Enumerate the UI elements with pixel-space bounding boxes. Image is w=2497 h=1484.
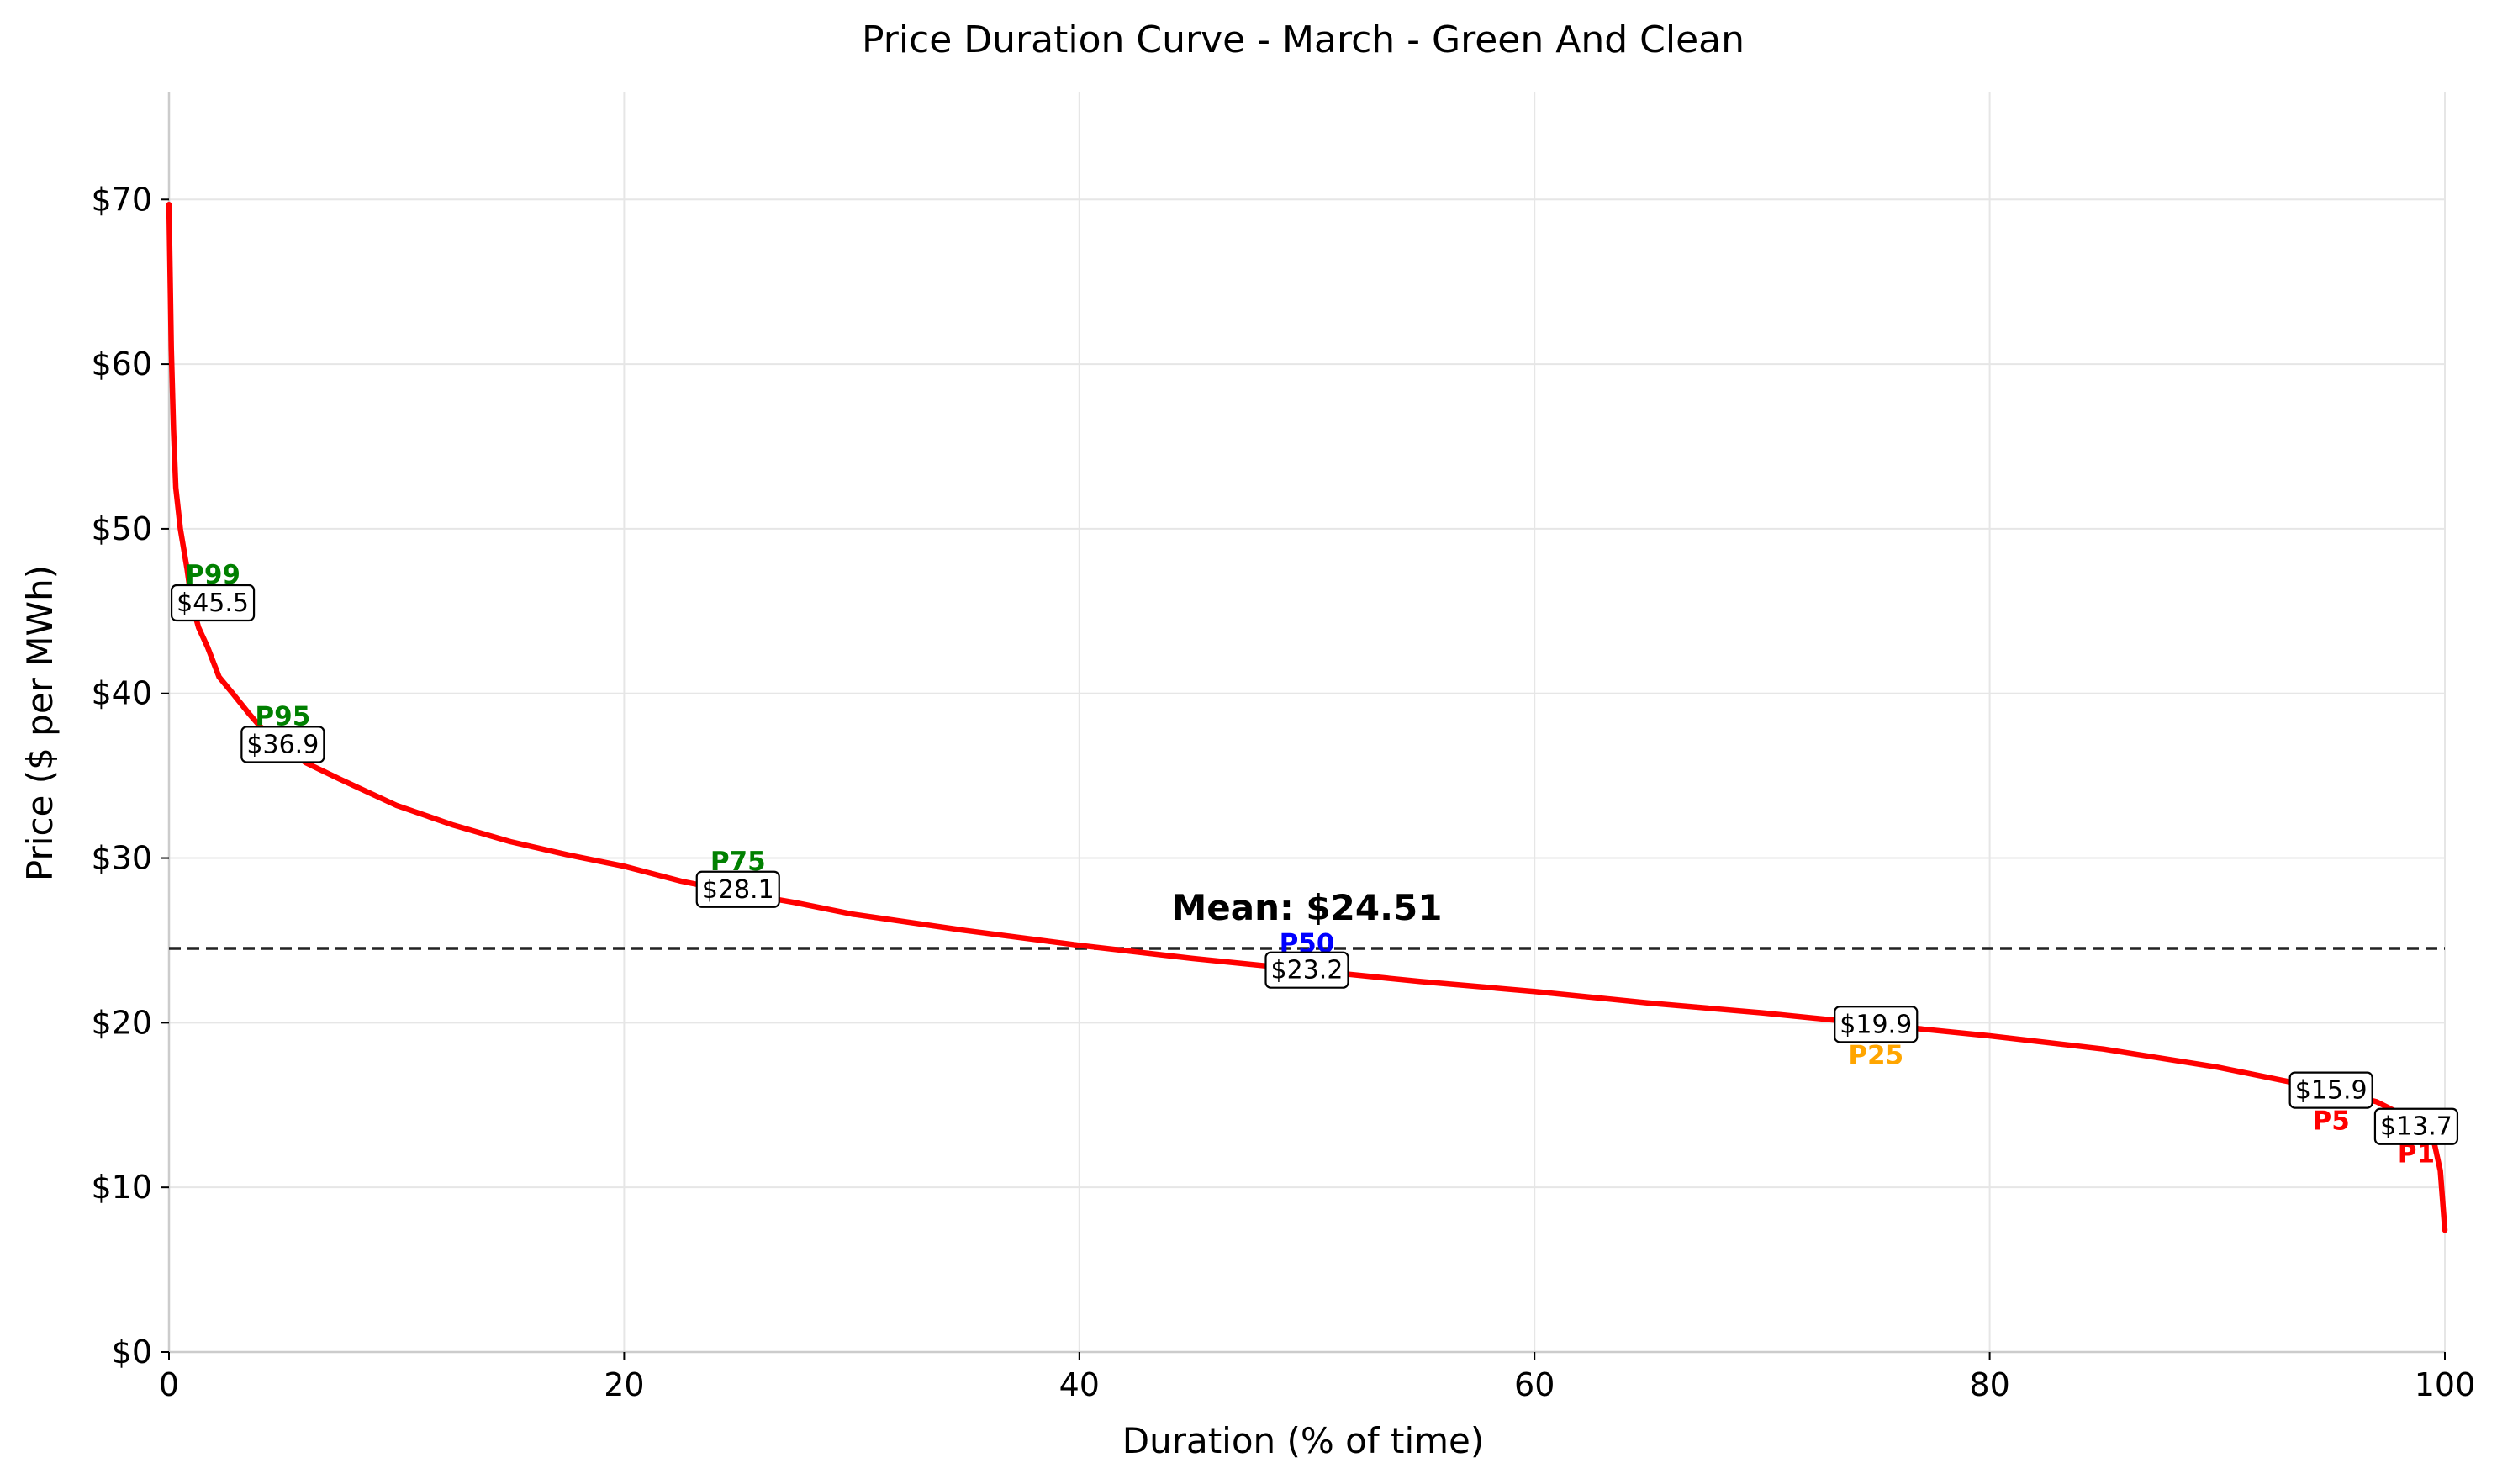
percentile-value-box [240,726,325,763]
percentile-value-box [695,870,780,908]
x-tick-label: 80 [1969,1366,2009,1403]
x-tick-label: 20 [604,1366,644,1403]
x-tick-label: 60 [1514,1366,1555,1403]
percentile-label: P25 [1848,1040,1903,1070]
percentile-label: P5 [2313,1106,2350,1137]
y-tick-label: $20 [91,1004,152,1041]
y-tick-label: $70 [91,181,152,218]
chart-title: Price Duration Curve - March - Green And… [862,18,1745,61]
y-tick-label: $10 [91,1169,152,1206]
percentile-value-box [1834,1006,1919,1043]
percentile-value-label: $13.7 [2380,1112,2452,1142]
y-tick-label: $40 [91,675,152,712]
y-tick-label: $60 [91,346,152,383]
percentile-value-box [2373,1107,2459,1145]
y-tick-label: $0 [112,1333,152,1370]
y-tick-label: $30 [91,840,152,877]
percentile-value-box [1264,951,1349,989]
percentile-value-label: $28.1 [702,875,774,905]
mean-reference: Mean: $24.51 [169,887,2445,950]
x-tick-label: 0 [159,1366,179,1403]
axes: 0 20 40 60 80 100 $0 $10 $20 $30 $40 $50 $60 $70 [91,92,2475,1403]
percentile-annotations: P99$45.5P95$36.9P75$28.1P50$23.2P25$19.9… [170,560,2459,1170]
percentile-value-label: $15.9 [2295,1076,2368,1106]
y-tick-label: $50 [91,510,152,547]
percentile-value-box [170,584,256,622]
x-axis-label: Duration (% of time) [1122,1420,1485,1461]
percentile-value-label: $23.2 [1271,956,1344,985]
percentile-value-label: $45.5 [177,589,249,618]
percentile-value-box [2288,1071,2373,1109]
percentile-value-label: $19.9 [1840,1010,1912,1039]
y-axis-label: Price ($ per MWh) [19,565,61,881]
x-tick-label: 100 [2415,1366,2476,1403]
mean-label: Mean: $24.51 [1171,887,1442,928]
gridlines [168,92,2446,1353]
x-tick-label: 40 [1059,1366,1100,1403]
percentile-value-label: $36.9 [246,730,319,759]
